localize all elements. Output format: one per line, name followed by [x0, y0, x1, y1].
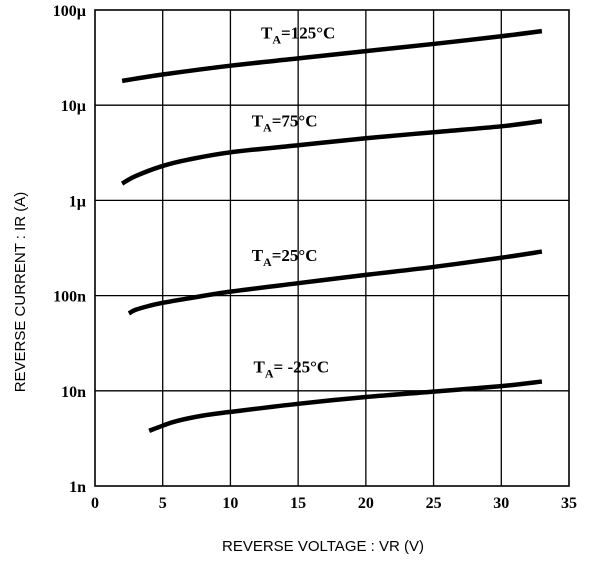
series-label: TA=125°C: [261, 24, 335, 47]
y-tick-label: 1n: [69, 479, 86, 496]
series-curve: [148, 379, 543, 433]
y-tick-label: 100n: [53, 289, 86, 306]
x-tick-label: 25: [426, 495, 442, 512]
y-tick-label: 10µ: [61, 98, 86, 115]
plot-frame: [94, 9, 570, 487]
y-tick-label: 1µ: [69, 193, 86, 210]
x-tick-label: 5: [159, 495, 167, 512]
x-tick-label: 30: [493, 495, 509, 512]
series-curve: [120, 118, 543, 186]
x-tick-label: 35: [561, 495, 577, 512]
series-label: TA=75°C: [252, 111, 318, 134]
y-tick-label: 10n: [61, 384, 86, 401]
series-label: TA= -25°C: [254, 358, 330, 381]
series-label: TA=25°C: [252, 246, 318, 269]
series-curve: [121, 28, 543, 84]
y-tick-label: 100µ: [53, 3, 86, 20]
x-axis-title: REVERSE VOLTAGE : VR (V): [222, 538, 424, 555]
y-axis-title: REVERSE CURRENT : IR (A): [12, 192, 29, 393]
x-tick-label: 10: [222, 495, 238, 512]
x-tick-label: 0: [91, 495, 99, 512]
x-tick-label: 15: [290, 495, 306, 512]
series-curve: [127, 249, 543, 316]
x-tick-label: 20: [358, 495, 374, 512]
